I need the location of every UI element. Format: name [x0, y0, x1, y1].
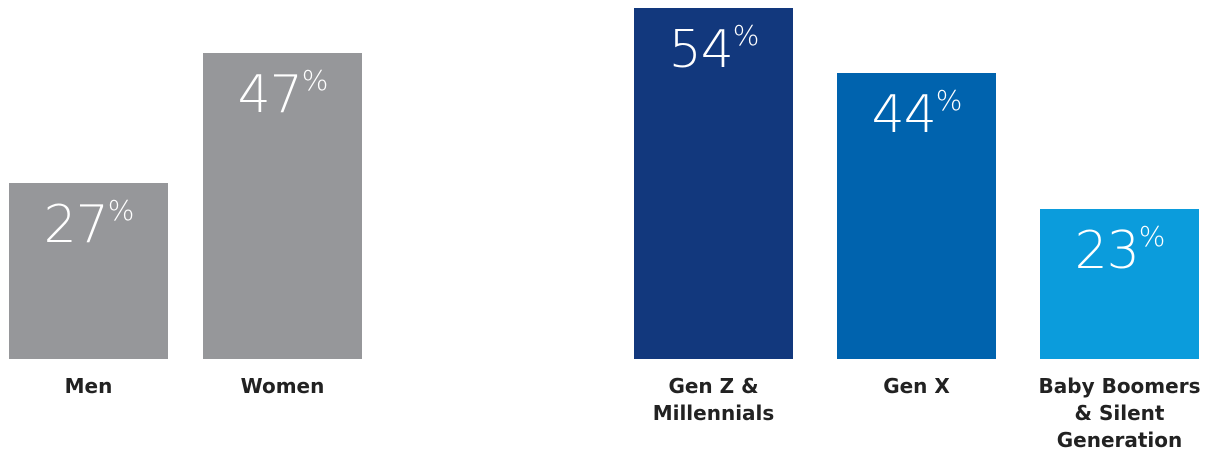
- data-label-gen-x: 44%: [837, 87, 996, 142]
- data-label-gen-z-and-millennials: 54%: [634, 22, 793, 77]
- data-label-unit: %: [935, 84, 963, 117]
- category-label-baby-boomers-and-silent-generation: Baby Boomers & Silent Generation: [1038, 374, 1201, 452]
- category-label-women: Women: [240, 374, 325, 398]
- category-label-gen-x: Gen X: [883, 374, 950, 398]
- data-label-unit: %: [732, 19, 760, 52]
- category-label-men: Men: [64, 374, 113, 398]
- data-label-value: 44: [871, 85, 937, 145]
- data-label-unit: %: [301, 64, 329, 97]
- data-label-men: 27%: [9, 197, 168, 252]
- bar-men: 27%: [9, 183, 168, 359]
- data-label-baby-boomers-and-silent-generation: 23%: [1040, 223, 1199, 278]
- data-label-unit: %: [107, 194, 135, 227]
- category-label-gen-z-and-millennials: Gen Z & Millennials: [652, 374, 775, 425]
- data-label-value: 27: [43, 195, 109, 255]
- bar-baby-boomers-and-silent-generation: 23%: [1040, 209, 1199, 359]
- data-label-value: 54: [668, 20, 734, 80]
- bar-women: 47%: [203, 53, 362, 359]
- data-label-value: 23: [1074, 221, 1140, 281]
- data-label-unit: %: [1138, 220, 1166, 253]
- data-label-value: 47: [237, 65, 303, 125]
- data-label-women: 47%: [203, 67, 362, 122]
- bar-gen-z-and-millennials: 54%: [634, 8, 793, 359]
- bar-gen-x: 44%: [837, 73, 996, 359]
